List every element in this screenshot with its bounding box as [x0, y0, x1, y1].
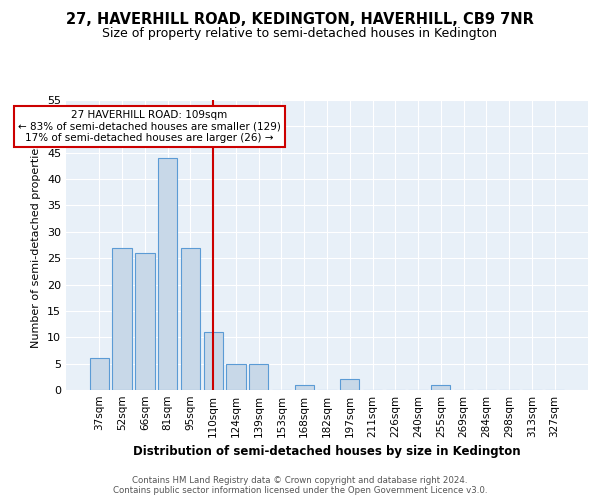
Text: Contains HM Land Registry data © Crown copyright and database right 2024.
Contai: Contains HM Land Registry data © Crown c…	[113, 476, 487, 495]
Y-axis label: Number of semi-detached properties: Number of semi-detached properties	[31, 142, 41, 348]
Bar	[158, 158, 178, 390]
Bar	[249, 364, 268, 390]
Text: Size of property relative to semi-detached houses in Kedington: Size of property relative to semi-detach…	[103, 28, 497, 40]
Bar	[226, 364, 245, 390]
Bar	[431, 384, 451, 390]
Bar	[340, 380, 359, 390]
Bar	[90, 358, 109, 390]
Bar	[295, 384, 314, 390]
Text: 27, HAVERHILL ROAD, KEDINGTON, HAVERHILL, CB9 7NR: 27, HAVERHILL ROAD, KEDINGTON, HAVERHILL…	[66, 12, 534, 28]
Text: 27 HAVERHILL ROAD: 109sqm
← 83% of semi-detached houses are smaller (129)
17% of: 27 HAVERHILL ROAD: 109sqm ← 83% of semi-…	[18, 110, 281, 143]
Bar	[112, 248, 132, 390]
Bar	[135, 253, 155, 390]
Bar	[181, 248, 200, 390]
X-axis label: Distribution of semi-detached houses by size in Kedington: Distribution of semi-detached houses by …	[133, 446, 521, 458]
Bar	[203, 332, 223, 390]
